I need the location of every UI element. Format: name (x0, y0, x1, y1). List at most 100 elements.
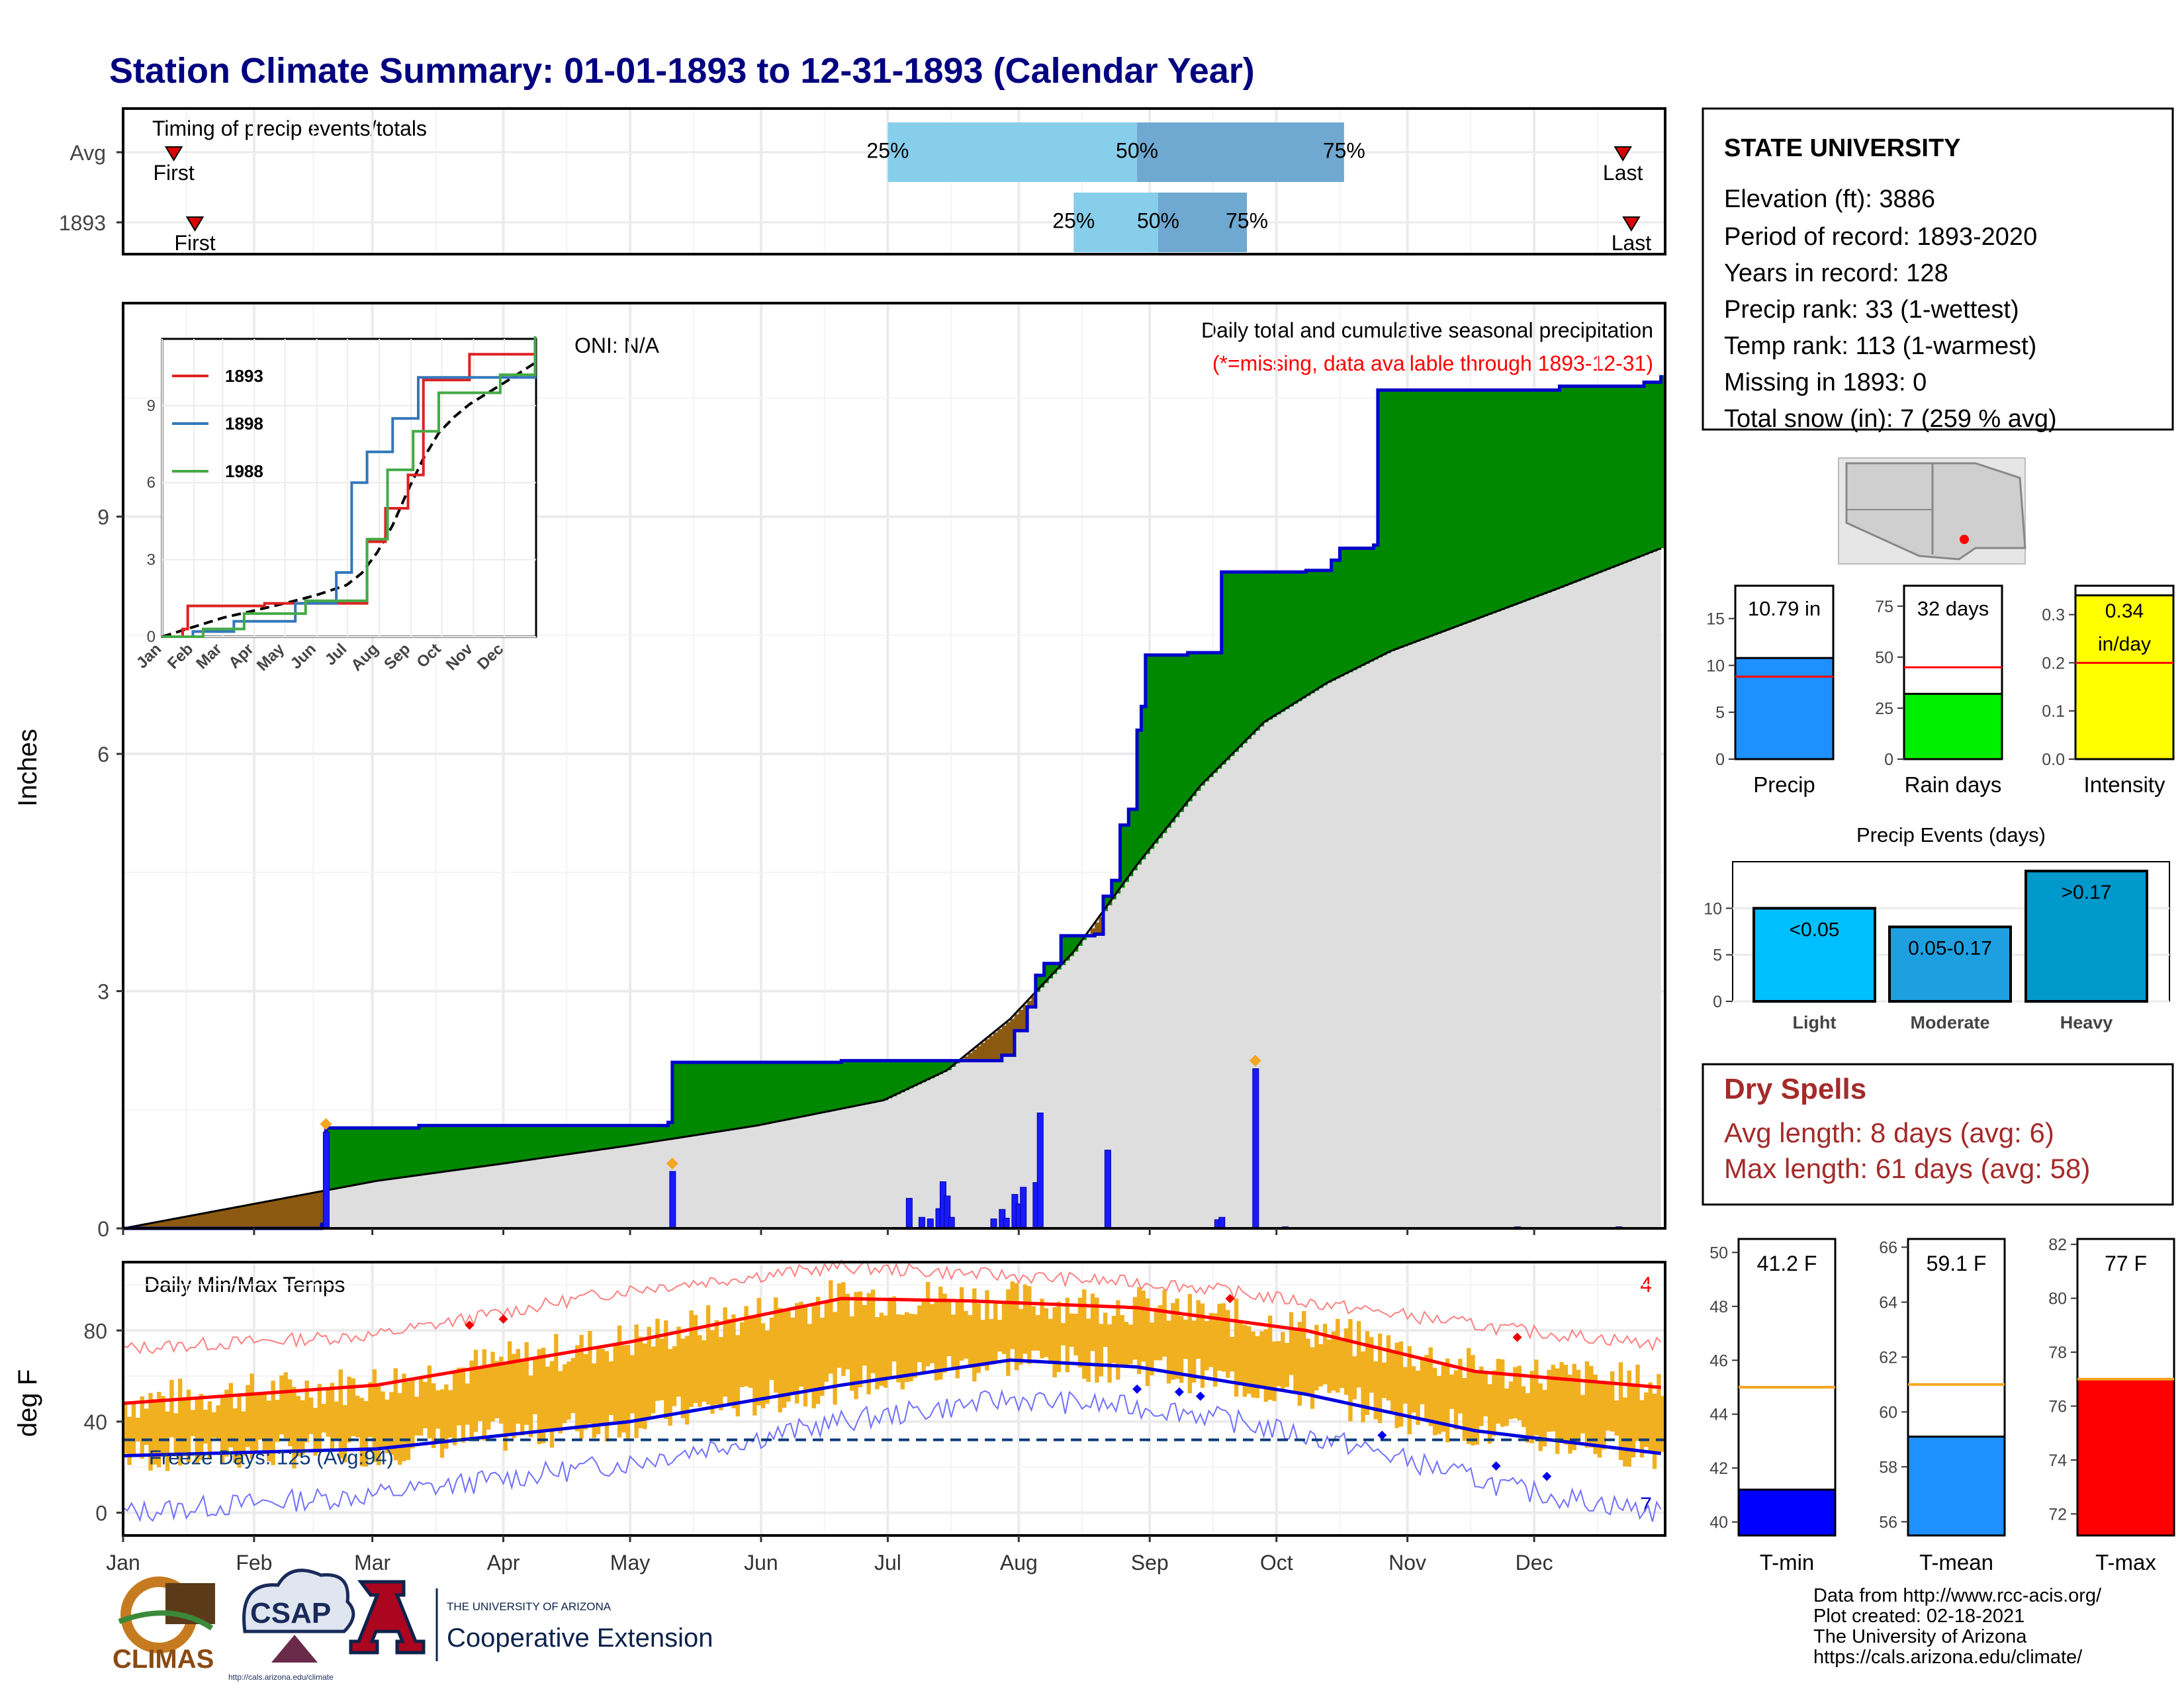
temp-bar-tick-label: 46 (1709, 1351, 1728, 1370)
daily-precip-bar-0 (322, 1131, 330, 1229)
mini-bar-tick-label: 10 (1706, 657, 1725, 675)
timing-p75-label: 75% (1323, 138, 1365, 162)
daily-precip-bar-1 (669, 1171, 676, 1229)
timing-panel: Timing of precip events/totals 25% 50% 75%… (59, 107, 1666, 255)
daily-temp-range-bars (123, 1280, 1665, 1471)
precip-ytick-label-0: 0 (97, 1217, 109, 1241)
station-location-dot (1960, 535, 1969, 544)
inset-frame (161, 338, 537, 638)
timing-label: Timing of precip events/totals (152, 116, 427, 140)
csap-logo-text: CSAP (250, 1597, 331, 1629)
month-label-dec: Dec (1516, 1551, 1553, 1575)
daily-precip-bar-11 (1003, 1217, 1010, 1229)
mini-bar-value (1734, 657, 1835, 760)
csap-logo: CSAP http://cals.arizona.edu/climate (228, 1569, 355, 1682)
last-event-label: Last (1603, 161, 1643, 185)
missing-note: (*=missing, data available through 1893-… (1212, 351, 1653, 375)
timing-p75-label: 75% (1226, 208, 1268, 232)
temp-bar-tick-label: 72 (2048, 1505, 2067, 1524)
temp-bar-tick-label: 74 (2048, 1451, 2067, 1470)
temp-bar-tick-label: 66 (1879, 1238, 1897, 1257)
temp-bar-tick-label: 76 (2048, 1398, 2067, 1416)
station-line-temp-rank: Temp rank: 113 (1-warmest) (1724, 332, 2036, 360)
record-max-line (122, 1259, 1662, 1355)
inset-legend-label-1893: 1893 (225, 366, 263, 386)
month-label-may: May (610, 1551, 650, 1575)
temp-bar-tick-label: 82 (2048, 1236, 2067, 1254)
temp-bar-tick-label: 80 (2048, 1290, 2067, 1308)
event-bar-label-light: <0.05 (1790, 919, 1840, 940)
first-event-marker (164, 146, 183, 161)
climas-logo-text: CLIMAS (113, 1645, 214, 1674)
record-low-marker-0 (1132, 1384, 1142, 1394)
record-low-marker-5 (1542, 1471, 1552, 1481)
station-info-box: STATE UNIVERSITY Elevation (ft): 3886 Pe… (1702, 107, 2174, 433)
timing-p25-label: 25% (866, 138, 909, 162)
oni-label: ONI: N/A (574, 334, 660, 357)
temp-bar-tick-label: 42 (1709, 1459, 1728, 1478)
timing-bar-50-75 (1158, 193, 1248, 252)
timing-p25-label: 25% (1052, 208, 1095, 232)
mini-bar-axis-label: Precip (1753, 772, 1815, 797)
event-bar-heavy (2025, 870, 2148, 1003)
precip-caption: Daily total and cumulative seasonal prec… (1201, 318, 1653, 342)
station-name: STATE UNIVERSITY (1724, 134, 1961, 162)
page-title: Station Climate Summary: 01-01-1893 to 1… (109, 51, 1255, 91)
event-category-light: Light (1793, 1013, 1837, 1032)
temp-bar-value (2076, 1378, 2175, 1537)
mini-bar-axis-label: Rain days (1905, 772, 2002, 797)
mini-bar-tick-label: 50 (1875, 649, 1893, 667)
temp-bar-value-label: 41.2 F (1757, 1252, 1817, 1275)
temp-ytick-label-0: 0 (95, 1502, 107, 1526)
ua-big-text: Cooperative Extension (447, 1623, 713, 1653)
station-line-precip-rank: Precip rank: 33 (1-wettest) (1724, 296, 2019, 324)
inset-series-1898 (162, 339, 537, 638)
record-min-line (122, 1389, 1662, 1522)
temp-bar-tick-label: 60 (1879, 1403, 1897, 1422)
temp-bar-value-label: 77 F (2105, 1252, 2147, 1275)
temp-bar-tick-label: 78 (2048, 1344, 2067, 1362)
timing-bar-25-50 (887, 122, 1138, 182)
event-bar-label-heavy: >0.17 (2062, 882, 2112, 903)
event-bar-moderate (1888, 925, 2012, 1003)
inset-series-1988 (162, 336, 537, 638)
temperature-summary-bars: 41.2 F 40 42 44 46 48 50 T-min 59.1 F 56 58 60 62 64 6… (1709, 1236, 2175, 1575)
footer-credits: Data from http://www.rcc-acis.org/ Plot … (1813, 1585, 2102, 1668)
mini-bar-tick-label: 15 (1706, 610, 1725, 629)
last-event-marker (1614, 146, 1632, 161)
inset-legend-label-1898: 1898 (225, 414, 263, 434)
mini-bar-tick-label: 25 (1875, 700, 1893, 718)
record-high-marker-1 (498, 1314, 508, 1324)
precip-ylabel: Inches (13, 729, 42, 807)
cumulative-precip-line (123, 375, 1663, 1230)
inset-series-1893 (162, 349, 537, 638)
ua-small-text: THE UNIVERSITY OF ARIZONA (447, 1600, 612, 1613)
events-tick-label-0: 0 (1713, 993, 1722, 1011)
mini-bar-value-label: 32 days (1917, 597, 1989, 620)
station-line-snow: Total snow (in): 7 (259 % avg) (1724, 405, 2057, 433)
station-line-years: Years in record: 128 (1724, 259, 1948, 287)
university-logo: THE UNIVERSITY OF ARIZONA Cooperative Ex… (349, 1580, 713, 1661)
mini-bar-group-intensity: 0.34 in/day 0.0 0.1 0.2 0.3 Intensity (2042, 584, 2175, 797)
month-label-apr: Apr (487, 1551, 520, 1575)
month-label-jul: Jul (874, 1551, 901, 1575)
temp-bar-axis-label: T-min (1760, 1550, 1815, 1575)
large-event-marker-0 (320, 1118, 332, 1130)
timing-p50-label: 50% (1116, 138, 1158, 162)
large-event-marker-2 (1249, 1054, 1261, 1067)
temp-bar-tick-label: 64 (1879, 1293, 1897, 1312)
temp-bar-tick-label: 50 (1709, 1244, 1728, 1262)
temp-bar-group-t-max: 77 F 72 74 76 78 80 82 T-max (2048, 1236, 2175, 1575)
timing-frame (122, 107, 1666, 255)
events-title: Precip Events (days) (1856, 823, 2046, 846)
daily-precip-bar-16 (1036, 1113, 1044, 1229)
temp-bar-group-t-min: 41.2 F 40 42 44 46 48 50 T-min (1709, 1238, 1837, 1575)
temp-bar-value (1737, 1488, 1837, 1537)
station-line-missing: Missing in 1893: 0 (1724, 369, 1927, 396)
record-high-marker-3 (1512, 1332, 1522, 1342)
temp-bar-value-label: 59.1 F (1927, 1252, 1987, 1275)
daily-precip-bar-20 (1252, 1068, 1259, 1229)
mini-bar-value-label: 0.34 (2105, 600, 2144, 622)
